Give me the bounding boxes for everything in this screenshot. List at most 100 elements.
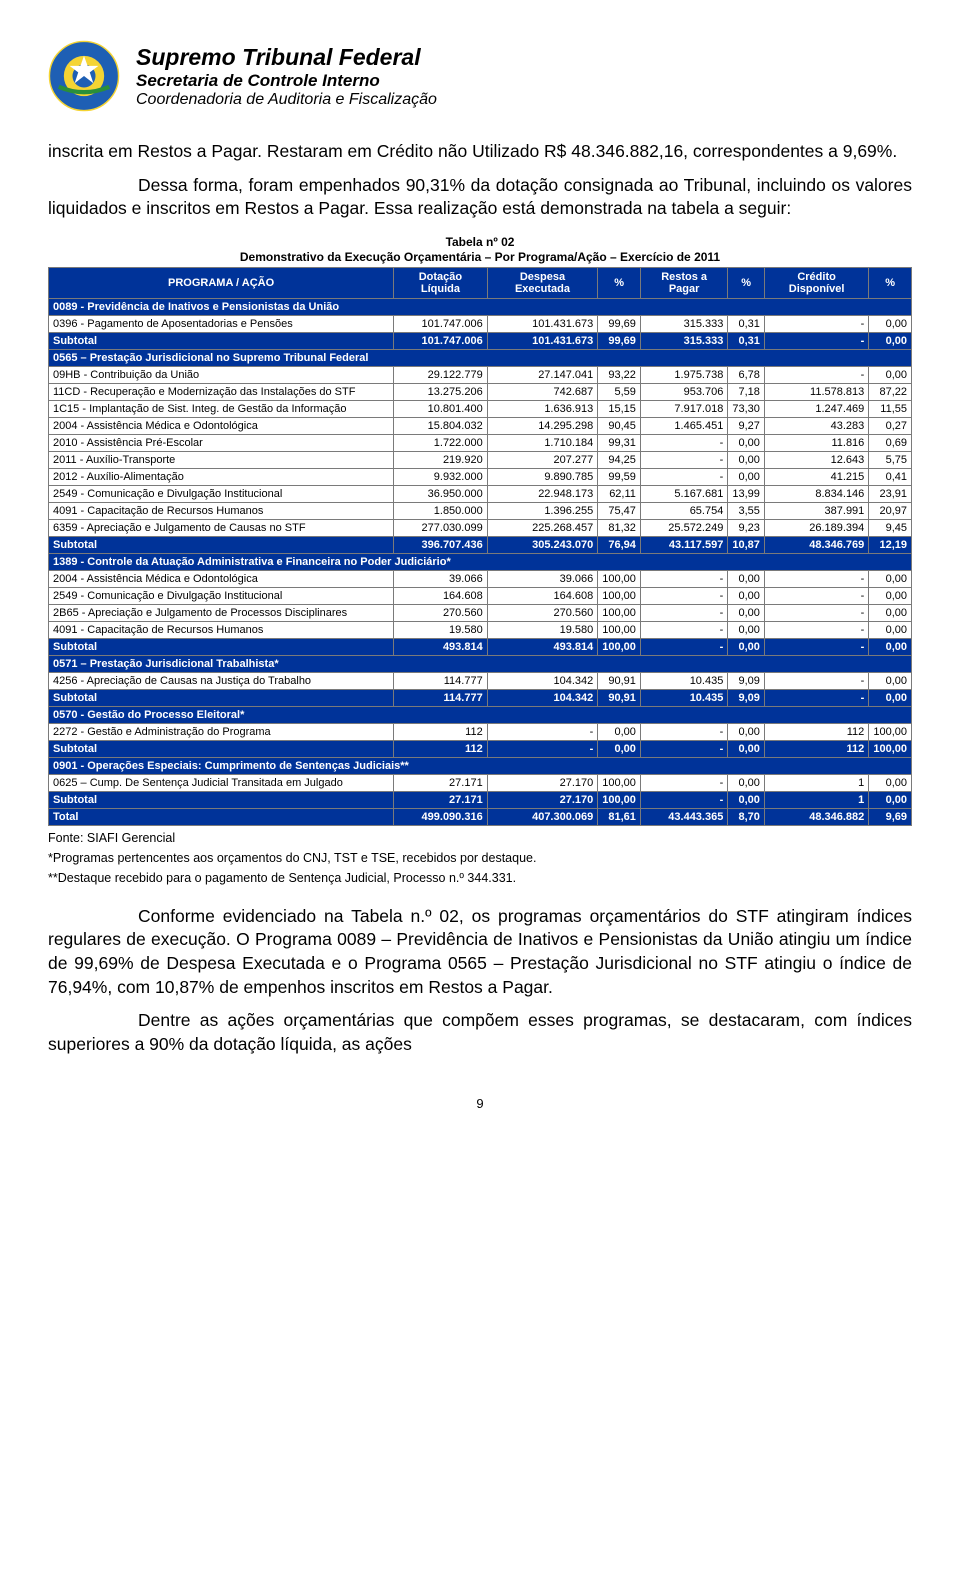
row-value: 270.560 xyxy=(394,604,488,621)
row-value: 101.431.673 xyxy=(487,315,598,332)
row-value: 0,00 xyxy=(728,604,765,621)
row-value: 112 xyxy=(394,740,488,757)
row-label: Subtotal xyxy=(49,791,394,808)
row-label: 0625 – Cump. De Sentença Judicial Transi… xyxy=(49,774,394,791)
row-value: 219.920 xyxy=(394,451,488,468)
row-value: 73,30 xyxy=(728,400,765,417)
table-row: 4256 - Apreciação de Causas na Justiça d… xyxy=(49,672,912,689)
row-value: 12,19 xyxy=(869,536,912,553)
row-value: - xyxy=(640,604,727,621)
row-value: 0,00 xyxy=(728,451,765,468)
row-value: 953.706 xyxy=(640,383,727,400)
section-label: 0571 – Prestação Jurisdicional Trabalhis… xyxy=(49,655,912,672)
row-value: 62,11 xyxy=(598,485,641,502)
row-value: - xyxy=(640,451,727,468)
row-value: 0,00 xyxy=(869,672,912,689)
row-value: 387.991 xyxy=(764,502,868,519)
subtotal-row: Subtotal396.707.436305.243.07076,9443.11… xyxy=(49,536,912,553)
row-value: 225.268.457 xyxy=(487,519,598,536)
row-value: 101.431.673 xyxy=(487,332,598,349)
row-label: 2004 - Assistência Médica e Odontológica xyxy=(49,570,394,587)
doc-title: Supremo Tribunal Federal xyxy=(136,44,437,71)
row-value: 0,27 xyxy=(869,417,912,434)
doc-subtitle-1: Secretaria de Controle Interno xyxy=(136,71,437,91)
row-value: 9,27 xyxy=(728,417,765,434)
table-row: 2004 - Assistência Médica e Odontológica… xyxy=(49,417,912,434)
section-row: 0565 – Prestação Jurisdicional no Suprem… xyxy=(49,349,912,366)
row-label: 2010 - Assistência Pré-Escolar xyxy=(49,434,394,451)
row-value: 9,23 xyxy=(728,519,765,536)
row-value: 26.189.394 xyxy=(764,519,868,536)
paragraph-1: inscrita em Restos a Pagar. Restaram em … xyxy=(48,140,912,164)
row-value: 1.636.913 xyxy=(487,400,598,417)
row-value: 0,00 xyxy=(869,604,912,621)
row-value: 3,55 xyxy=(728,502,765,519)
row-value: - xyxy=(764,621,868,638)
table-row: 0625 – Cump. De Sentença Judicial Transi… xyxy=(49,774,912,791)
row-value: 742.687 xyxy=(487,383,598,400)
row-value: 7,18 xyxy=(728,383,765,400)
row-value: 0,00 xyxy=(728,740,765,757)
row-value: 1.722.000 xyxy=(394,434,488,451)
row-value: 100,00 xyxy=(598,638,641,655)
row-label: 0396 - Pagamento de Aposentadorias e Pen… xyxy=(49,315,394,332)
row-value: 27.147.041 xyxy=(487,366,598,383)
row-value: 164.608 xyxy=(394,587,488,604)
row-value: 13.275.206 xyxy=(394,383,488,400)
row-label: Subtotal xyxy=(49,332,394,349)
row-value: 23,91 xyxy=(869,485,912,502)
row-value: 104.342 xyxy=(487,672,598,689)
row-value: 5,75 xyxy=(869,451,912,468)
row-value: 99,31 xyxy=(598,434,641,451)
page-number: 9 xyxy=(48,1096,912,1111)
col-header: Despesa Executada xyxy=(487,267,598,298)
table-row: 2B65 - Apreciação e Julgamento de Proces… xyxy=(49,604,912,621)
table-row: 2004 - Assistência Médica e Odontológica… xyxy=(49,570,912,587)
row-value: 100,00 xyxy=(869,740,912,757)
row-value: 99,59 xyxy=(598,468,641,485)
row-value: 396.707.436 xyxy=(394,536,488,553)
footnote-1: *Programas pertencentes aos orçamentos d… xyxy=(48,850,912,866)
section-label: 0565 – Prestação Jurisdicional no Suprem… xyxy=(49,349,912,366)
row-value: 0,00 xyxy=(598,740,641,757)
row-value: 164.608 xyxy=(487,587,598,604)
row-value: - xyxy=(640,638,727,655)
row-value: 315.333 xyxy=(640,332,727,349)
section-row: 0570 - Gestão do Processo Eleitoral* xyxy=(49,706,912,723)
row-value: 0,00 xyxy=(869,689,912,706)
row-value: 10.801.400 xyxy=(394,400,488,417)
row-label: 2B65 - Apreciação e Julgamento de Proces… xyxy=(49,604,394,621)
row-value: 81,61 xyxy=(598,808,641,825)
row-value: 39.066 xyxy=(487,570,598,587)
paragraph-4: Dentre as ações orçamentárias que compõe… xyxy=(48,1009,912,1056)
row-value: 100,00 xyxy=(598,791,641,808)
row-value: 36.950.000 xyxy=(394,485,488,502)
col-header: % xyxy=(598,267,641,298)
subtotal-row: Subtotal114.777104.34290,9110.4359,09-0,… xyxy=(49,689,912,706)
row-label: 2011 - Auxílio-Transporte xyxy=(49,451,394,468)
row-value: - xyxy=(764,604,868,621)
table-body: 0089 - Previdência de Inativos e Pension… xyxy=(49,298,912,825)
row-value: 48.346.882 xyxy=(764,808,868,825)
row-value: 0,00 xyxy=(728,434,765,451)
row-value: 19.580 xyxy=(487,621,598,638)
row-label: Subtotal xyxy=(49,536,394,553)
row-value: 0,00 xyxy=(598,723,641,740)
row-value: 112 xyxy=(764,723,868,740)
row-value: 10.435 xyxy=(640,672,727,689)
row-value: 6,78 xyxy=(728,366,765,383)
row-value: - xyxy=(764,638,868,655)
row-value: 90,91 xyxy=(598,672,641,689)
row-value: 104.342 xyxy=(487,689,598,706)
paragraph-3: Conforme evidenciado na Tabela n.º 02, o… xyxy=(48,905,912,1000)
row-value: 9,09 xyxy=(728,672,765,689)
section-label: 0570 - Gestão do Processo Eleitoral* xyxy=(49,706,912,723)
row-value: 1.975.738 xyxy=(640,366,727,383)
row-label: 6359 - Apreciação e Julgamento de Causas… xyxy=(49,519,394,536)
row-value: - xyxy=(640,621,727,638)
row-value: 99,69 xyxy=(598,315,641,332)
section-row: 0089 - Previdência de Inativos e Pension… xyxy=(49,298,912,315)
row-value: - xyxy=(640,587,727,604)
row-value: 27.171 xyxy=(394,774,488,791)
row-label: Subtotal xyxy=(49,689,394,706)
